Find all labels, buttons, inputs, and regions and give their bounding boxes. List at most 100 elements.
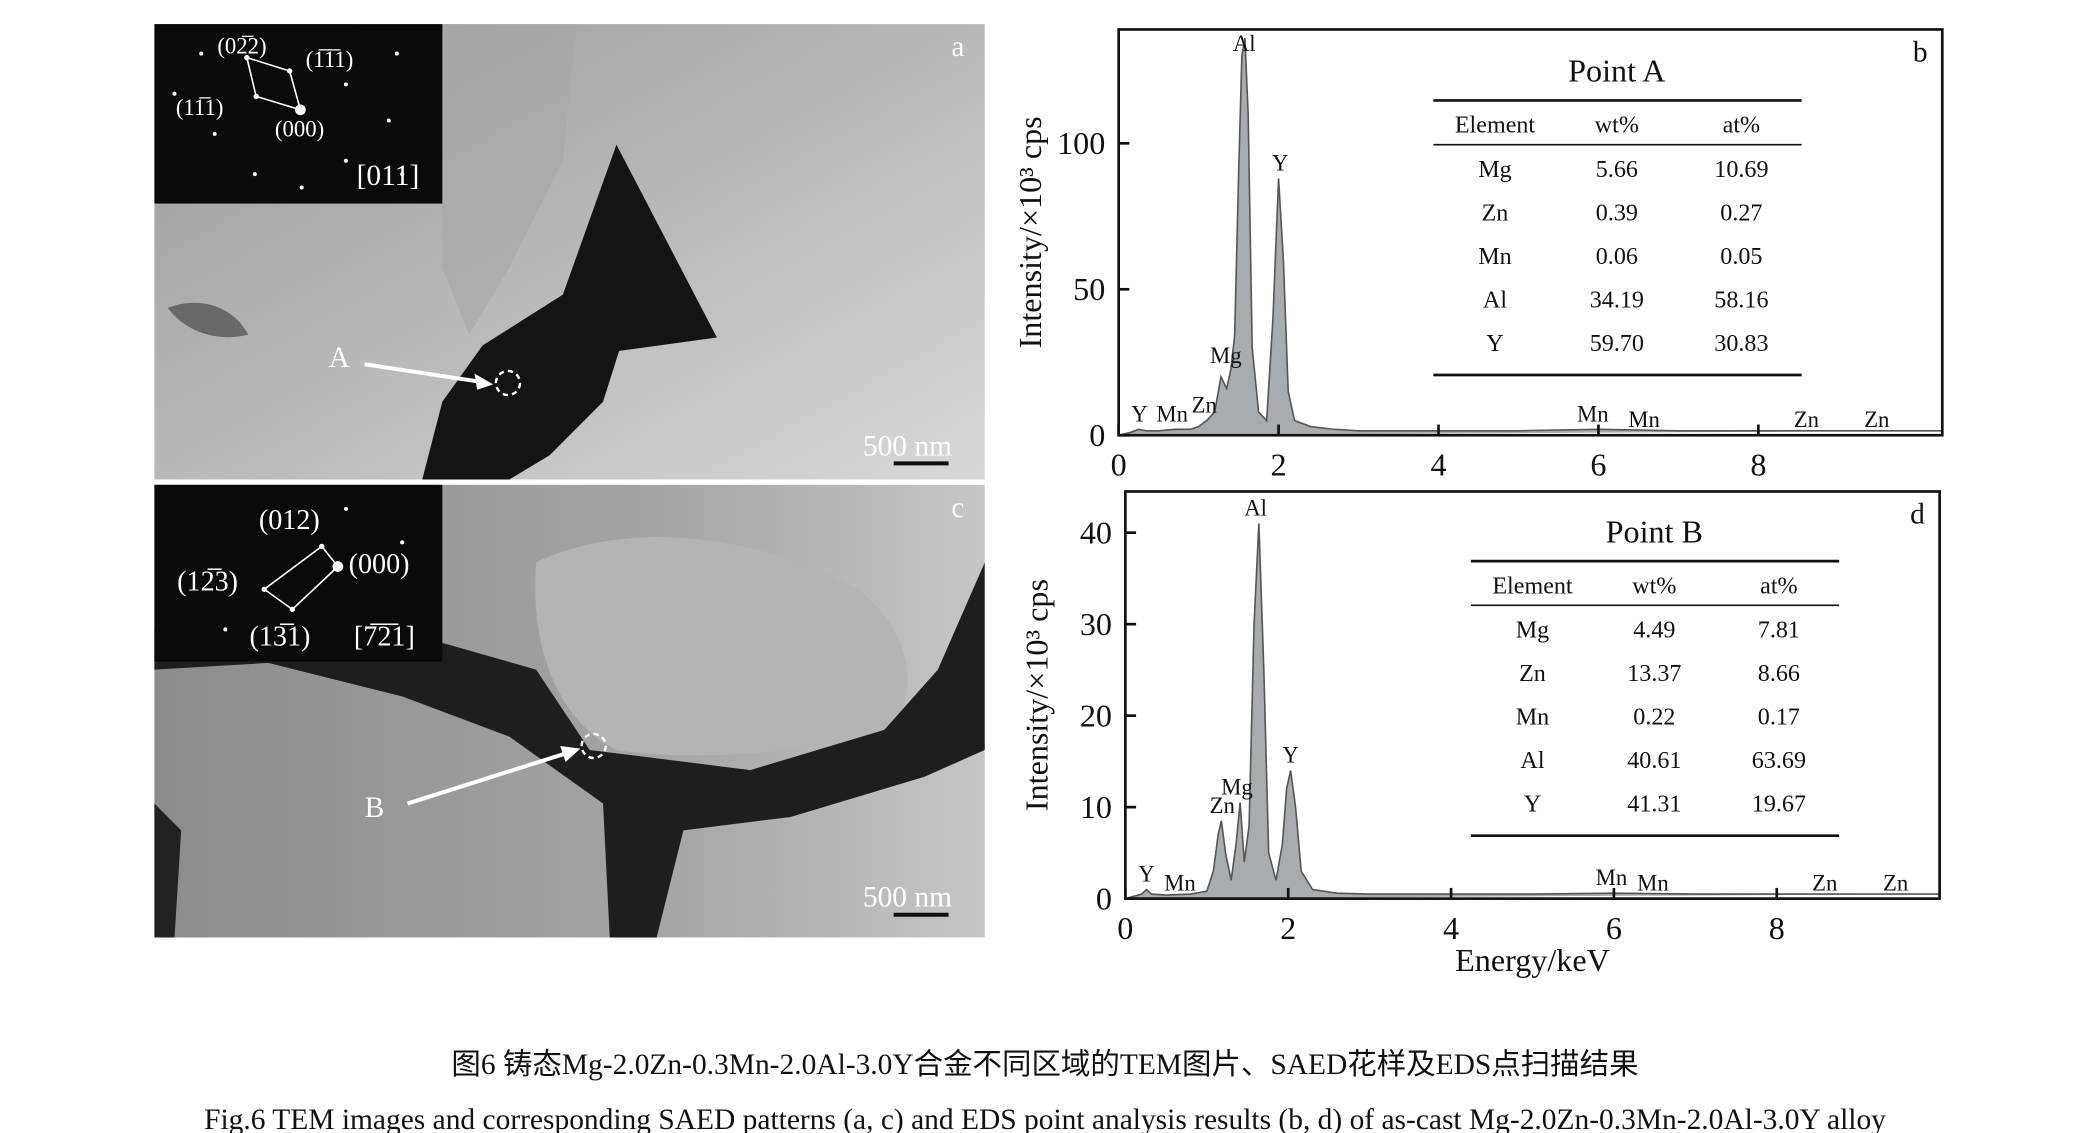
panel-label: a [951, 31, 964, 63]
arrow-head [560, 745, 581, 763]
x-tick-label: 6 [1606, 910, 1622, 946]
table-cell: 59.70 [1590, 331, 1644, 357]
x-tick-label: 8 [1750, 446, 1766, 482]
table-cell: 4.49 [1633, 617, 1675, 643]
y-tick-label: 0 [1089, 417, 1105, 453]
table-cell: 8.66 [1758, 661, 1800, 687]
table-cell: 0.22 [1633, 705, 1675, 731]
spectrum [1125, 523, 1940, 900]
panel-label: b [1913, 37, 1928, 69]
table-header: Element [1455, 113, 1536, 139]
point-label: B [365, 792, 385, 824]
y-tick-label: 10 [1080, 789, 1112, 825]
table-cell: 58.16 [1714, 287, 1768, 313]
peak-label: Y [1131, 401, 1147, 426]
table-cell: Y [1486, 331, 1503, 357]
peak-label: Mn [1577, 401, 1609, 426]
peak-label: Mn [1596, 865, 1628, 890]
zone-axis: [7̅2̅1] [354, 622, 415, 653]
dark-phase [154, 803, 182, 938]
panel-label: c [951, 492, 964, 524]
peak-label: Zn [1794, 407, 1820, 432]
table-cell: 40.61 [1627, 748, 1681, 774]
table-header: wt% [1632, 573, 1676, 599]
grain [442, 24, 577, 335]
table-cell: 13.37 [1627, 661, 1681, 687]
saed-spot-label: (012) [259, 505, 320, 536]
y-tick-label: 50 [1073, 271, 1105, 307]
saed-spot-label: (13̅1) [249, 622, 310, 653]
table-cell: Mn [1478, 244, 1511, 270]
scale-bar-label: 500 nm [863, 882, 952, 914]
x-axis-label: Energy/keV [1455, 942, 1610, 978]
saed-spot-label: (000) [349, 549, 410, 580]
grain [535, 537, 908, 756]
table-cell: 0.17 [1758, 705, 1800, 731]
saed-cell [245, 56, 302, 112]
peak-label: Zn [1864, 407, 1890, 432]
y-axis-label: Intensity/×10³ cps [1019, 579, 1055, 811]
peak-label: Al [1244, 495, 1267, 520]
spectrum [1118, 38, 1943, 437]
table-title: Point A [1568, 53, 1665, 89]
table-header: at% [1723, 113, 1760, 139]
peak-label: Zn [1192, 393, 1218, 418]
point-label: A [329, 342, 351, 374]
arrow [364, 362, 481, 384]
table-header: Element [1492, 573, 1573, 599]
peak-label: Mg [1221, 775, 1253, 800]
y-axis-label: Intensity/×10³ cps [1012, 116, 1048, 348]
table-cell: 5.66 [1596, 157, 1638, 183]
tem-panel-a: (02̅2) (1̅1̅1) (11̅1) (000) [011] a 500 … [154, 24, 985, 480]
table-cell: 0.05 [1720, 244, 1762, 270]
table-header: wt% [1595, 113, 1639, 139]
peak-label: Mn [1637, 871, 1669, 896]
table-cell: 0.27 [1720, 200, 1762, 226]
y-tick-label: 40 [1080, 514, 1112, 550]
table-cell: 30.83 [1714, 331, 1768, 357]
table-cell: 10.69 [1714, 157, 1768, 183]
scale-bar-label: 500 nm [863, 430, 952, 462]
peak-label: Zn [1812, 871, 1838, 896]
table-cell: 34.19 [1590, 287, 1644, 313]
plot-frame [1124, 490, 1941, 900]
saed-cell [262, 545, 339, 611]
dark-phase [422, 144, 717, 480]
peak-label: Zn [1883, 871, 1909, 896]
arrow-head [474, 373, 494, 390]
x-tick-label: 6 [1590, 446, 1606, 482]
peak-label: Mn [1156, 401, 1188, 426]
y-tick-label: 0 [1096, 880, 1112, 916]
point-marker [580, 732, 607, 760]
table-cell: 19.67 [1752, 792, 1806, 818]
table-cell: 41.31 [1627, 792, 1681, 818]
x-tick-label: 0 [1111, 446, 1127, 482]
y-tick-label: 30 [1080, 606, 1112, 642]
plot-frame [1117, 28, 1944, 437]
defect [167, 302, 249, 338]
arrow [406, 750, 569, 806]
table-cell: Mg [1478, 157, 1511, 183]
point-marker [494, 369, 522, 397]
table-cell: Al [1520, 748, 1544, 774]
saed-spot-label: (02̅2) [217, 34, 266, 59]
table-cell: Zn [1482, 200, 1509, 226]
x-tick-label: 0 [1117, 910, 1133, 946]
table-cell: Mg [1516, 617, 1549, 643]
table-cell: Mn [1516, 705, 1549, 731]
y-tick-label: 100 [1057, 125, 1105, 161]
zone-axis: [011] [357, 160, 420, 192]
x-tick-label: 4 [1430, 446, 1446, 482]
table-cell: 0.39 [1596, 200, 1638, 226]
caption-en: Fig.6 TEM images and corresponding SAED … [204, 1104, 1886, 1133]
saed-inset [154, 484, 443, 662]
peak-label: Mn [1628, 407, 1660, 432]
table-cell: 7.81 [1758, 617, 1800, 643]
peak-label: Y [1282, 743, 1298, 768]
saed-spot-label: (12̅3) [177, 567, 238, 598]
table-cell: Y [1524, 792, 1541, 818]
x-tick-label: 2 [1280, 910, 1296, 946]
table-cell: Al [1483, 287, 1507, 313]
peak-label: Y [1138, 861, 1154, 886]
